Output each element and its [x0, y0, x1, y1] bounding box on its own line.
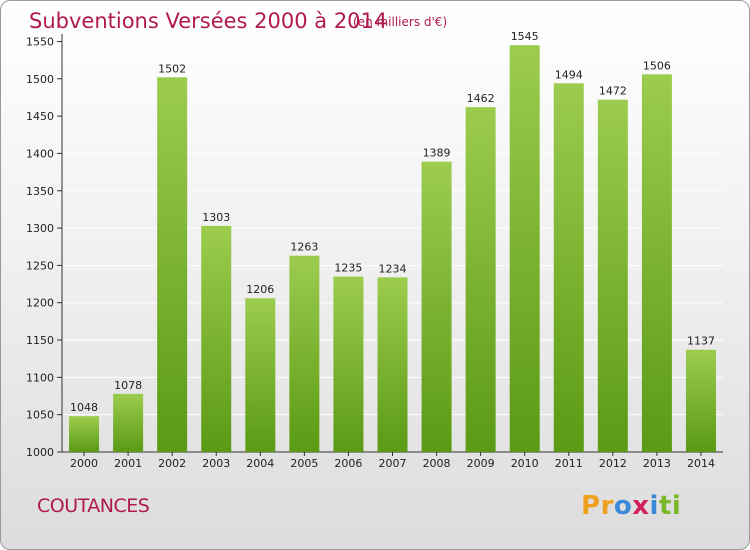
bar-2002 — [157, 77, 187, 452]
logo-letter: o — [614, 491, 632, 521]
y-tick-label: 1500 — [26, 73, 54, 86]
data-label: 1263 — [290, 241, 318, 254]
x-tick-label: 2002 — [158, 457, 186, 470]
bar-2003 — [201, 226, 231, 452]
data-label: 1545 — [511, 30, 539, 43]
bar-2001 — [113, 394, 143, 452]
x-tick-label: 2009 — [467, 457, 495, 470]
data-label: 1502 — [158, 62, 186, 75]
x-tick-label: 2005 — [290, 457, 318, 470]
y-tick-label: 1100 — [26, 371, 54, 384]
logo-letter: P — [581, 491, 601, 521]
bar-2006 — [333, 277, 363, 452]
bar-2004 — [245, 298, 275, 452]
city-name: COUTANCES — [37, 495, 149, 517]
data-label: 1303 — [202, 211, 230, 224]
data-label: 1137 — [687, 335, 715, 348]
proxiti-logo: Proxiti — [581, 491, 681, 521]
x-tick-label: 2008 — [423, 457, 451, 470]
bars — [69, 45, 716, 452]
data-label: 1235 — [334, 262, 362, 275]
data-label: 1462 — [467, 92, 495, 105]
bar-2005 — [289, 256, 319, 452]
y-tick-label: 1400 — [26, 147, 54, 160]
x-tick-label: 2012 — [599, 457, 627, 470]
bar-2000 — [69, 416, 99, 452]
x-tick-label: 2006 — [334, 457, 362, 470]
y-tick-label: 1300 — [26, 222, 54, 235]
logo-letter: t — [659, 491, 672, 521]
data-label: 1078 — [114, 379, 142, 392]
bar-2011 — [554, 83, 584, 452]
y-tick-label: 1450 — [26, 110, 54, 123]
bar-2007 — [378, 277, 408, 452]
logo-letter: r — [601, 491, 614, 521]
y-tick-label: 1550 — [26, 35, 54, 48]
x-tick-label: 2011 — [555, 457, 583, 470]
x-tick-label: 2010 — [511, 457, 539, 470]
x-tick-label: 2014 — [687, 457, 715, 470]
data-label: 1472 — [599, 85, 627, 98]
x-tick-label: 2003 — [202, 457, 230, 470]
x-tick-label: 2013 — [643, 457, 671, 470]
y-tick-label: 1250 — [26, 259, 54, 272]
y-tick-label: 1350 — [26, 185, 54, 198]
y-tick-label: 1200 — [26, 297, 54, 310]
logo-letter: i — [650, 491, 659, 521]
logo-letter: i — [672, 491, 681, 521]
logo-letter: x — [632, 491, 649, 521]
bar-2012 — [598, 100, 628, 452]
bar-2009 — [466, 107, 496, 452]
data-label: 1389 — [423, 147, 451, 160]
data-label: 1506 — [643, 59, 671, 72]
x-tick-label: 2000 — [70, 457, 98, 470]
bar-2010 — [510, 45, 540, 452]
bar-2014 — [686, 350, 716, 452]
data-label: 1494 — [555, 68, 583, 81]
bar-2008 — [422, 162, 452, 452]
x-tick-label: 2007 — [379, 457, 407, 470]
x-tick-label: 2001 — [114, 457, 142, 470]
data-label: 1234 — [379, 262, 407, 275]
y-tick-label: 1050 — [26, 409, 54, 422]
x-tick-label: 2004 — [246, 457, 274, 470]
y-tick-label: 1150 — [26, 334, 54, 347]
bar-2013 — [642, 74, 672, 452]
y-tick-label: 1000 — [26, 446, 54, 459]
data-label: 1206 — [246, 283, 274, 296]
data-label: 1048 — [70, 401, 98, 414]
